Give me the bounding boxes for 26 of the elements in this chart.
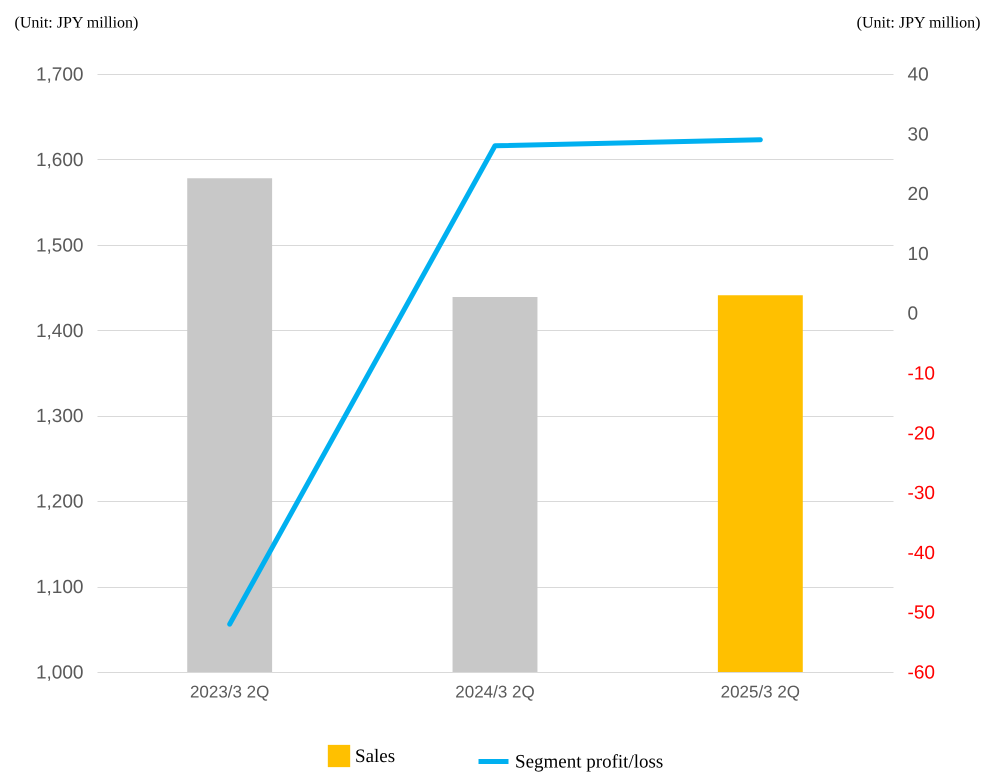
y2-tick-label: -40	[908, 542, 935, 564]
y-tick-label: 1,300	[36, 406, 84, 428]
y2-tick-label: -60	[908, 662, 935, 684]
y2-tick-label: 30	[908, 124, 929, 146]
y-tick-label: 1,600	[36, 150, 84, 171]
legend-label: Sales	[355, 746, 396, 767]
y2-tick-label: 40	[908, 64, 929, 86]
y2-axis-title: (Unit: JPY million)	[856, 14, 980, 32]
y-tick-label: 1,200	[36, 492, 84, 513]
y2-tick-label: 10	[908, 244, 929, 265]
y2-tick-label: 20	[908, 184, 929, 206]
y2-tick-label: -50	[908, 602, 935, 624]
y2-tick-label: -20	[908, 423, 935, 444]
y2-tick-label: -10	[908, 364, 935, 384]
legend-label: Segment profit/loss	[515, 752, 664, 772]
x-tick-label: 2023/3 2Q	[190, 682, 270, 702]
y-tick-label: 1,000	[36, 662, 84, 684]
x-tick-label: 2025/3 2Q	[720, 682, 800, 702]
y-axis-title: (Unit: JPY million)	[14, 14, 138, 32]
y2-tick-label: -30	[908, 483, 935, 504]
y-tick-label: 1,100	[36, 577, 84, 598]
y-tick-label: 1,400	[36, 320, 84, 342]
y-tick-label: 1,700	[36, 64, 84, 86]
x-tick-label: 2024/3 2Q	[455, 682, 535, 702]
y2-tick-label: 0	[908, 304, 918, 325]
y-tick-label: 1,500	[36, 235, 84, 256]
